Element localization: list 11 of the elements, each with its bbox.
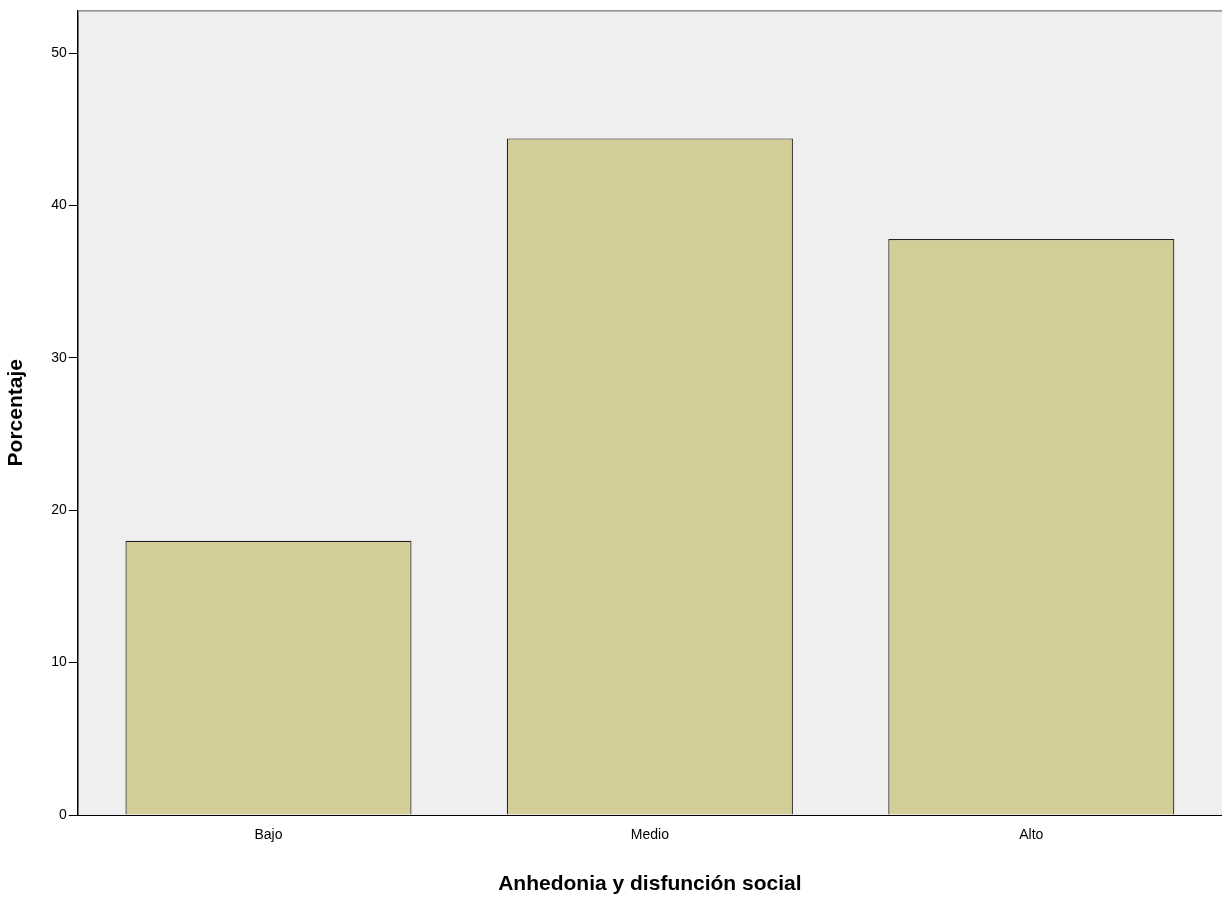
y-tick-label: 50 — [51, 43, 67, 60]
y-tick-label: 10 — [51, 653, 67, 670]
y-tick-label: 20 — [51, 501, 67, 518]
x-tick-label: Alto — [1019, 826, 1044, 843]
x-axis-title: Anhedonia y disfunción social — [498, 871, 802, 895]
y-axis-title: Porcentaje — [3, 359, 27, 467]
x-tick-label: Medio — [630, 826, 670, 843]
y-tick-label: 40 — [51, 196, 67, 213]
y-tick-label: 0 — [58, 805, 67, 822]
x-tick-label: Bajo — [254, 826, 283, 843]
y-tick-label: 30 — [51, 348, 67, 365]
